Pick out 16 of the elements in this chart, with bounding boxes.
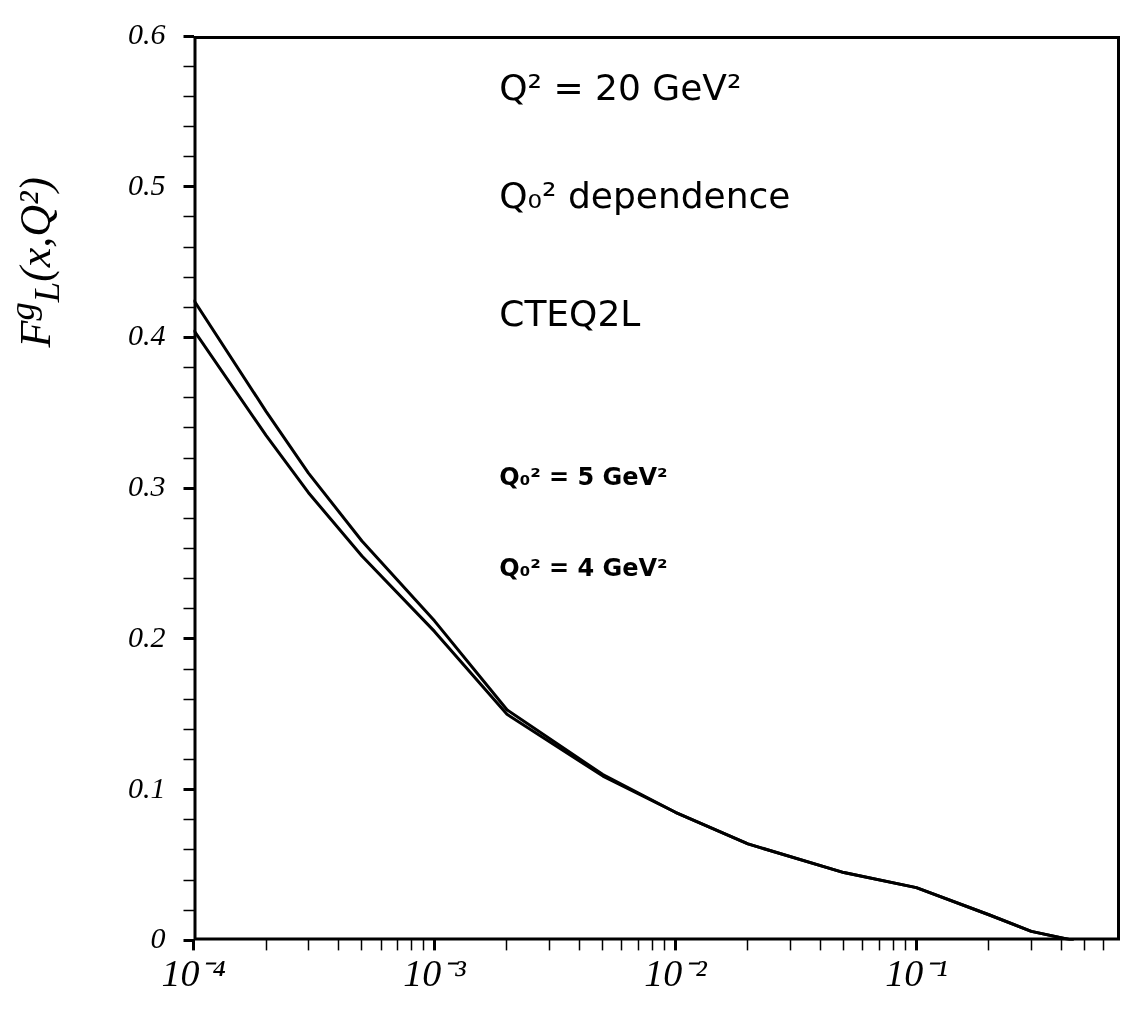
y-tick-label: 0.4 [128, 318, 166, 352]
y-tick-label: 0 [150, 921, 166, 955]
x-tick-label: 10⁻¹ [885, 952, 948, 995]
y-tick-label: 0.3 [128, 469, 166, 503]
annotation: Q₀² = 4 GeV² [499, 553, 668, 582]
y-tick-label: 0.1 [128, 770, 166, 804]
x-tick-label: 10⁻² [644, 952, 708, 995]
annotation: Q₀² dependence [499, 175, 791, 217]
annotation: Q² = 20 GeV² [499, 66, 742, 108]
annotation: CTEQ2L [499, 292, 641, 334]
x-tick-label: 10⁻³ [403, 952, 467, 995]
y-tick-label: 0.5 [128, 167, 166, 201]
y-tick-label: 0.6 [128, 16, 166, 50]
annotation: Q₀² = 5 GeV² [499, 463, 668, 492]
x-tick-label: 10⁻⁴ [161, 952, 226, 995]
y-tick-label: 0.2 [128, 619, 166, 653]
